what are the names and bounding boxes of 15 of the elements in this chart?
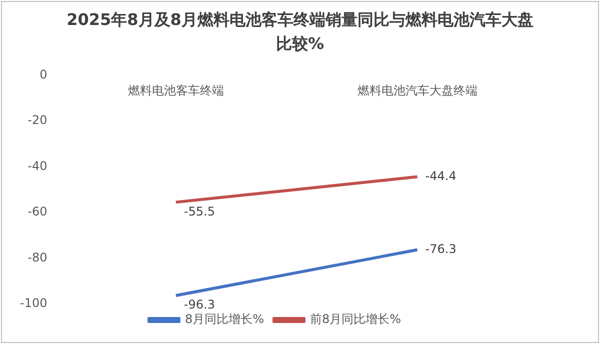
- data-label: -76.3: [425, 242, 456, 256]
- y-tick-label: -40: [28, 158, 48, 173]
- data-label: -44.4: [425, 168, 456, 183]
- legend-label: 8月同比增长%: [184, 312, 264, 326]
- chart-title: 2025年8月及8月燃料电池客车终端销量同比与燃料电池汽车大盘比较%: [66, 9, 534, 55]
- data-label: -55.5: [184, 204, 215, 218]
- y-tick-label: -20: [28, 113, 48, 128]
- data-label: -96.3: [184, 298, 215, 312]
- y-tick-label: -100: [20, 296, 48, 310]
- y-tick-label: 0: [40, 67, 48, 82]
- x-tick-label: 燃料电池汽车大盘终端: [357, 83, 478, 98]
- x-tick-label: 燃料电池客车终端: [128, 83, 224, 98]
- legend-label: 前8月同比增长%: [310, 312, 402, 326]
- y-tick-label: -60: [28, 204, 48, 219]
- y-tick-label: -80: [28, 250, 48, 264]
